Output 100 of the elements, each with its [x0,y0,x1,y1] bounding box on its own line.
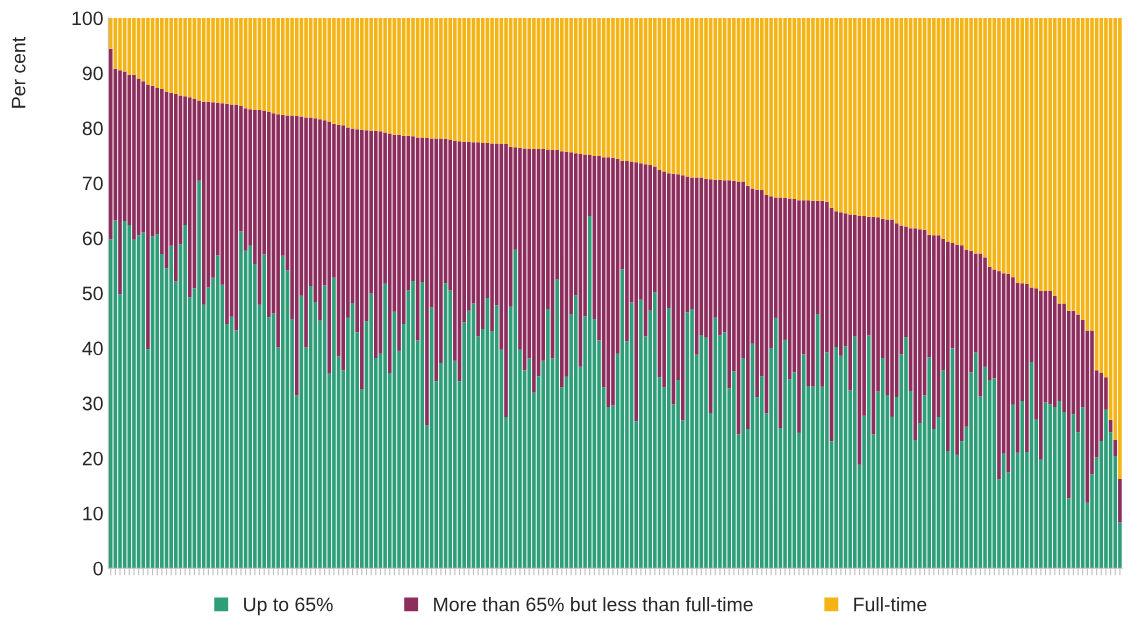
bar [1052,295,1057,407]
bar [1020,18,1025,284]
bar [713,18,718,180]
bar [1006,273,1011,473]
bar [341,18,346,126]
bar [997,18,1001,272]
bar [504,144,508,417]
y-tick-label: 10 [83,506,103,521]
y-tick-label: 40 [82,341,103,356]
bar [494,305,499,569]
legend-label: Up to 65% [244,597,333,616]
bar [773,317,778,569]
bar [527,358,532,569]
bar [1066,18,1071,311]
bar [913,228,918,441]
bar [527,18,532,149]
bar [504,18,508,145]
bar [401,18,406,136]
y-tick-label: 50 [82,286,103,301]
bar [806,18,811,201]
bar [387,18,392,134]
bar [411,281,415,569]
bar [820,18,825,201]
bar [373,130,378,359]
bar [434,138,439,382]
bar [318,119,322,321]
bar [225,18,229,104]
y-tick-label: 0 [93,561,103,576]
bar [127,224,132,569]
bar [1099,18,1104,373]
bar [1080,407,1085,569]
bar [913,18,918,229]
bar [880,18,885,219]
legend-label: Full-time [854,597,927,612]
bar [834,347,839,569]
bar [797,200,801,433]
bar [866,18,871,217]
y-tick-label: 80 [82,121,103,136]
bar [694,177,699,355]
bar [904,337,908,569]
bar [1020,400,1025,569]
bar [108,48,113,240]
bar [573,295,578,569]
bar [248,18,253,110]
bar [494,18,499,144]
bar [820,200,825,387]
bar [234,18,239,105]
bar [959,18,964,246]
bar [704,18,708,179]
y-tick-label: 60 [82,231,103,246]
bar [1113,440,1118,456]
y-tick-label: 70 [82,176,103,191]
bar [890,219,894,417]
bar [1118,479,1122,523]
bar [634,18,639,163]
y-tick-label: 30 [82,396,103,411]
bar [141,18,146,82]
bar [1006,18,1011,274]
bar [155,234,160,569]
bar [355,18,360,130]
bar [387,133,392,373]
y-tick-label: 100 [72,11,103,26]
bar [294,18,299,116]
bar [880,358,885,569]
bar [420,282,425,569]
bar [741,18,746,182]
bar [318,18,322,120]
bar [787,198,792,380]
bar [587,18,592,156]
bar [201,18,206,102]
bar [411,18,415,137]
bar [127,18,132,75]
bar [308,285,313,569]
bar [541,18,546,149]
legend-label: More than 65% but less than full-time [434,597,753,612]
bar [308,18,313,118]
bar [997,271,1001,480]
bar [187,18,192,98]
bar [973,18,978,254]
bar [680,175,685,421]
bar [890,18,894,220]
bar [620,18,625,162]
bar [713,317,718,569]
bar [694,18,699,178]
bar [225,103,229,324]
bar [211,18,215,103]
bar [634,162,639,422]
bar [118,18,122,71]
y-axis-title: Per cent [11,36,26,108]
bar [680,18,685,176]
bar [834,18,839,212]
bar [620,269,625,569]
bar [248,245,253,569]
bar [927,18,932,235]
bar [704,337,708,569]
bar [327,121,332,373]
bar [234,104,239,331]
bar [904,18,908,227]
bar [327,18,332,122]
bar [155,18,160,88]
